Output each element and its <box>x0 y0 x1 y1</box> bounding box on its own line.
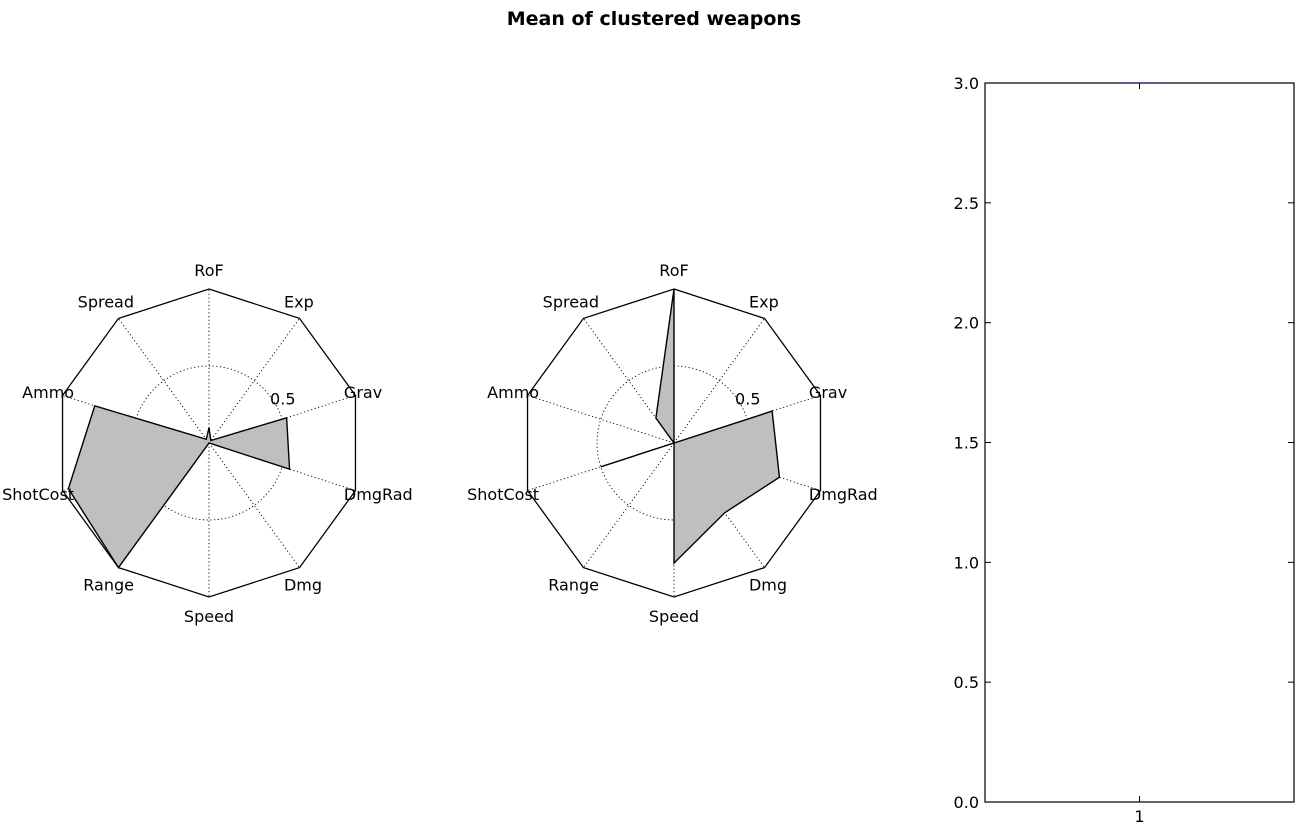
bar-3-ytick-label: 1.5 <box>954 434 979 453</box>
radar-chart-2: 0.5 RoF Exp Grav DmgRad Dmg Speed Range ShotCost… <box>467 261 878 626</box>
radar-1-axis-label-grav: Grav <box>344 383 382 402</box>
bar-3-plot-frame <box>984 82 1295 803</box>
radar-2-radial-tick-label: 0.5 <box>735 389 760 408</box>
radar-1-radial-tick-label: 0.5 <box>270 389 295 408</box>
radar-2-axis-label-grav: Grav <box>809 383 847 402</box>
radar-1-axis-label-speed: Speed <box>184 607 234 626</box>
radar-1-frame <box>61 288 357 598</box>
bar-3-ytick-label: 3.0 <box>954 74 979 93</box>
bar-3-ytick-label: 0.0 <box>954 793 979 812</box>
figure-title: Mean of clustered weapons <box>507 8 802 30</box>
radar-2-axis-label-dmg: Dmg <box>749 575 787 594</box>
radar-2-data-area <box>600 288 781 565</box>
radar-1-axis-label-rof: RoF <box>194 261 223 280</box>
bar-3-ytick-label: 2.0 <box>954 314 979 333</box>
bar-3-ytick-label: 2.5 <box>954 194 979 213</box>
radar-2-axis-label-dmgrad: DmgRad <box>809 485 878 504</box>
radar-2-axis-label-rof: RoF <box>659 261 688 280</box>
radar-2-axis-label-shotcost: ShotCost <box>467 485 539 504</box>
radar-1-data-area <box>67 405 291 569</box>
radar-1-axis-label-exp: Exp <box>284 293 314 312</box>
radar-1-axis-label-ammo: Ammo <box>22 383 74 402</box>
bar-3-xtick-label: 1 <box>1134 807 1144 826</box>
radar-2-spoke-ammo <box>527 394 675 444</box>
radar-2-spoke-range <box>583 442 675 568</box>
bar-chart-3: 0.0 0.5 1.0 1.5 2.0 2.5 3.0 1 <box>954 74 1295 826</box>
radar-1-axis-label-shotcost: ShotCost <box>2 485 74 504</box>
radar-2-frame <box>526 288 822 598</box>
radar-2-axis-label-spread: Spread <box>543 293 599 312</box>
radar-2-axis-label-speed: Speed <box>649 607 699 626</box>
bar-3-ytick-label: 0.5 <box>954 673 979 692</box>
radar-2-axis-label-exp: Exp <box>749 293 779 312</box>
radar-1-axis-label-range: Range <box>83 575 134 594</box>
bar-3-ytick-label: 1.0 <box>954 553 979 572</box>
radar-1-axis-label-spread: Spread <box>78 293 134 312</box>
radar-1-axis-label-dmgrad: DmgRad <box>344 485 413 504</box>
radar-1-axis-label-dmg: Dmg <box>284 575 322 594</box>
radar-2-axis-label-ammo: Ammo <box>487 383 539 402</box>
radar-chart-1: 0.5 RoF Exp Grav DmgRad Dmg Speed Range ShotCost… <box>2 261 413 626</box>
radar-2-axis-label-range: Range <box>548 575 599 594</box>
